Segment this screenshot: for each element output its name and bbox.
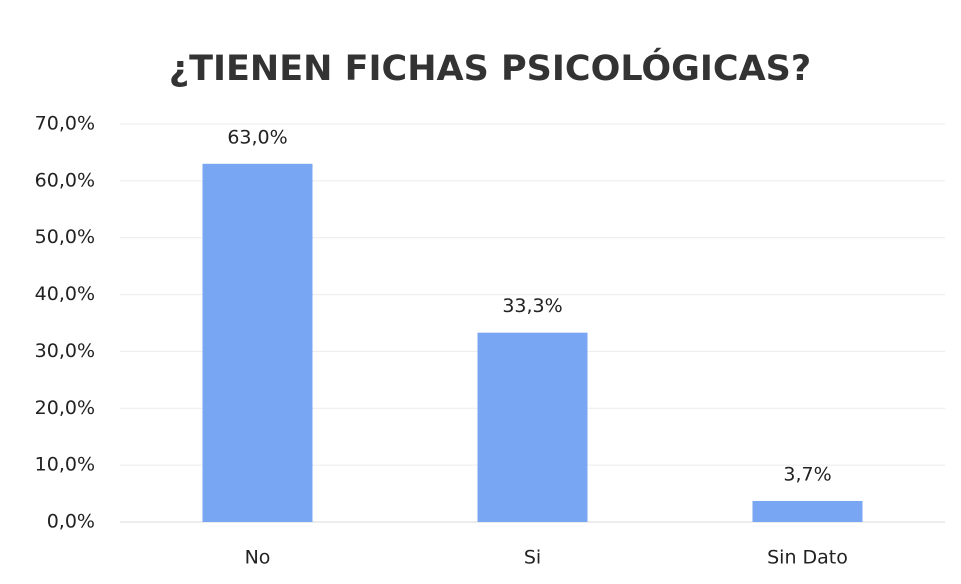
bar	[477, 332, 588, 522]
x-tick-label: Sin Dato	[767, 547, 848, 569]
y-tick-label: 10,0%	[35, 454, 95, 476]
bar	[202, 163, 313, 523]
data-label: 33,3%	[502, 295, 562, 317]
data-label: 63,0%	[227, 126, 287, 148]
y-tick-label: 50,0%	[35, 226, 95, 248]
chart-title: ¿TIENEN FICHAS PSICOLÓGICAS?	[169, 47, 811, 89]
x-tick-label: Si	[524, 547, 541, 569]
y-tick-label: 70,0%	[35, 113, 95, 135]
data-label: 3,7%	[783, 463, 831, 485]
y-tick-label: 40,0%	[35, 283, 95, 305]
y-tick-label: 60,0%	[35, 169, 95, 191]
bar	[752, 500, 863, 522]
y-tick-label: 30,0%	[35, 340, 95, 362]
y-tick-label: 0,0%	[47, 511, 95, 533]
x-tick-label: No	[245, 547, 271, 569]
y-tick-label: 20,0%	[35, 397, 95, 419]
